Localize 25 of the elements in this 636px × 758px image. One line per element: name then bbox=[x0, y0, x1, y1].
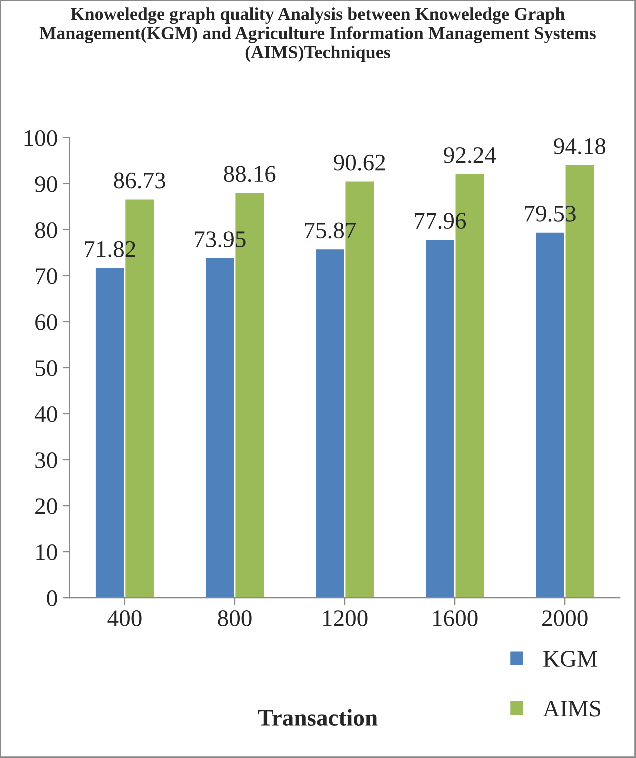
y-tick-label: 40 bbox=[35, 406, 58, 422]
y-tick-label: 30 bbox=[36, 452, 58, 468]
x-tick-label: 400 bbox=[108, 610, 142, 626]
y-tick-label: 20 bbox=[36, 498, 58, 514]
y-tick-label: 70 bbox=[36, 268, 58, 284]
legend-label: KGM bbox=[544, 651, 598, 668]
y-tick-label: 60 bbox=[36, 314, 58, 330]
data-label: 88.16 bbox=[224, 166, 276, 182]
x-axis-title: Transaction bbox=[258, 709, 378, 726]
data-label: 90.62 bbox=[334, 154, 386, 171]
data-label: 94.18 bbox=[554, 138, 606, 155]
y-tick-label: 100 bbox=[24, 130, 58, 146]
data-label: 92.24 bbox=[444, 147, 496, 164]
y-tick-label: 80 bbox=[35, 222, 58, 238]
y-tick-label: 50 bbox=[36, 360, 58, 376]
x-tick-label: 1600 bbox=[434, 610, 478, 626]
y-tick-label: 0 bbox=[47, 590, 58, 606]
legend-label: AIMS bbox=[543, 700, 601, 717]
y-tick-label: 10 bbox=[36, 544, 58, 560]
x-tick-label: 800 bbox=[218, 610, 252, 626]
x-tick-label: 2000 bbox=[542, 610, 588, 626]
x-tick-label: 1200 bbox=[323, 610, 368, 626]
y-tick-label: 90 bbox=[35, 176, 58, 192]
chart-title: Knoweledge graph quality Analysis between Knoweledge Graph Management(KGM) and Agriculture Information Management Systems (AIMS)Techniques bbox=[40, 8, 596, 62]
data-label: 86.73 bbox=[114, 172, 166, 189]
